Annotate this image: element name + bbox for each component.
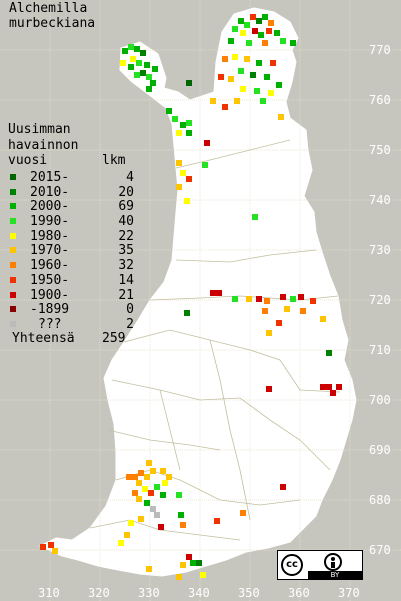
legend-range: ??? (38, 316, 62, 332)
x-label: 360 (288, 586, 310, 600)
y-label: 730 (369, 243, 391, 257)
legend-swatch (10, 218, 16, 225)
map-title-line2: murbeckiana (9, 16, 96, 31)
legend-row: ??? 2 (8, 317, 138, 332)
legend-count: 69 (118, 199, 134, 215)
legend-total-count: 259 (102, 330, 126, 346)
legend-total-label: Yhteensä (12, 330, 75, 346)
legend-range: 2010- (30, 184, 70, 200)
legend-rows: 2015- 4 2010- 20 2000- 69 1990- 40 1980- 22 1… (8, 170, 138, 332)
legend-range: 1900- (30, 287, 70, 303)
legend-row: 1990- 40 (8, 214, 138, 229)
y-label: 680 (369, 493, 391, 507)
legend-row: 2010- 20 (8, 185, 138, 200)
legend-range: 2015- (30, 170, 70, 185)
legend-swatch (10, 306, 16, 313)
legend-swatch (10, 262, 16, 269)
x-label: 320 (88, 586, 110, 600)
x-label: 340 (188, 586, 210, 600)
legend-range: 1990- (30, 214, 70, 230)
cc-icon: cc (281, 554, 303, 576)
y-label: 740 (369, 193, 391, 207)
legend-count: 20 (118, 184, 134, 200)
legend-heading-line1: Uusimman (8, 122, 71, 137)
legend-swatch (10, 232, 16, 239)
legend-heading-line2: havainnon (8, 138, 79, 153)
legend-col-vuosi: vuosi (8, 153, 48, 168)
x-label: 350 (238, 586, 260, 600)
legend-count: 35 (118, 243, 134, 259)
legend-col-lkm: lkm (102, 153, 126, 168)
attribution-person-icon (324, 553, 342, 571)
legend-row: 2015- 4 (8, 170, 138, 185)
legend-range: 1970- (30, 243, 70, 259)
legend-swatch (10, 174, 16, 180)
legend-swatch (10, 247, 16, 254)
legend-swatch (10, 203, 16, 210)
legend-swatch (10, 291, 16, 298)
legend-row: 2000- 69 (8, 199, 138, 214)
legend-count: 4 (126, 170, 134, 185)
legend-range: 2000- (30, 199, 70, 215)
license-by-label: BY (308, 571, 362, 579)
cc-by-license-badge[interactable]: cc BY (277, 550, 363, 580)
legend-count: 0 (126, 302, 134, 318)
legend-count: 40 (118, 214, 134, 230)
x-label: 370 (338, 586, 360, 600)
legend-range: 1960- (30, 258, 70, 274)
x-label: 310 (38, 586, 60, 600)
legend-swatch (10, 320, 16, 327)
y-label: 720 (369, 293, 391, 307)
legend-swatch (10, 188, 16, 195)
y-label: 750 (369, 143, 391, 157)
y-label: 710 (369, 343, 391, 357)
x-label: 330 (138, 586, 160, 600)
y-label: 670 (369, 543, 391, 557)
y-label: 770 (369, 43, 391, 57)
legend-row: 1900- 21 (8, 288, 138, 303)
legend-row: 1980- 22 (8, 229, 138, 244)
y-label: 690 (369, 443, 391, 457)
legend-range: 1950- (30, 272, 70, 288)
legend-row: 1970- 35 (8, 243, 138, 258)
legend-range: -1899 (30, 302, 70, 318)
legend-range: 1980- (30, 228, 70, 244)
legend-count: 14 (118, 272, 134, 288)
legend-count: 21 (118, 287, 134, 303)
legend-row: 1960- 32 (8, 258, 138, 273)
legend-count: 32 (118, 258, 134, 274)
legend-swatch (10, 276, 16, 283)
y-label: 760 (369, 93, 391, 107)
legend: Uusimman havainnon vuosi lkm 2015- 4 2010… (8, 123, 138, 347)
legend-row: -1899 0 (8, 302, 138, 317)
legend-count: 2 (126, 316, 134, 332)
legend-count: 22 (118, 228, 134, 244)
map-title-line1: Alchemilla (9, 1, 88, 16)
legend-row: 1950- 14 (8, 273, 138, 288)
observation-squares (40, 14, 342, 580)
y-label: 700 (369, 393, 391, 407)
